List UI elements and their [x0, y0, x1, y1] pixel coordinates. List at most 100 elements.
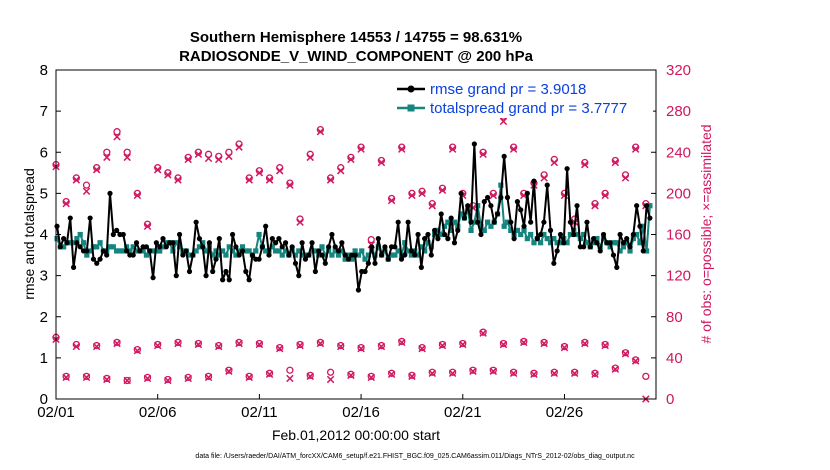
spread-point: [282, 248, 289, 254]
spread-point: [441, 223, 448, 229]
obs-assimilated-stroke: [479, 150, 487, 159]
obs-assimilated-stroke: [570, 369, 579, 378]
spread-point: [127, 248, 133, 254]
obs-possible-marker: [215, 341, 223, 350]
rmse-point: [504, 194, 511, 201]
rmse-point: [475, 219, 481, 225]
spread-point: [624, 240, 630, 246]
obs-possible-marker: [133, 345, 142, 354]
obs-assimilated-stroke: [62, 199, 70, 208]
obs-assimilated-stroke: [194, 150, 203, 159]
rmse-point: [412, 252, 418, 258]
spread-point: [342, 256, 348, 262]
obs-assimilated-marker: [337, 167, 345, 175]
obs-assimilated-marker: [235, 143, 243, 151]
spread-point: [186, 252, 193, 258]
y2-tick-label: 40: [666, 350, 683, 367]
obs-possible-marker: [235, 338, 243, 347]
obs-possible-marker: [489, 366, 497, 374]
spread-point: [216, 252, 222, 258]
obs-assimilated-marker: [540, 339, 548, 348]
spread-point: [196, 244, 203, 250]
rmse-series: [54, 141, 653, 293]
rmse-point: [133, 240, 140, 246]
spread-point: [620, 244, 627, 250]
obs-assimilated-stroke: [286, 374, 294, 383]
x-tick-label: 02/01: [37, 404, 75, 421]
spread-point: [233, 252, 239, 258]
spread-point: [584, 240, 590, 246]
obs-possible-marker: [62, 372, 70, 381]
x-axis: 02/01 02/06 02/11 02/16 02/21 02/26: [37, 394, 583, 421]
obs-assimilated-marker: [499, 117, 508, 126]
obs-assimilated-stroke: [113, 133, 121, 141]
obs-assimilated-marker: [438, 341, 447, 350]
spread-point: [607, 244, 613, 250]
spread-point: [110, 244, 116, 250]
rmse-point: [160, 236, 166, 242]
spread-point: [481, 227, 487, 233]
spread-point: [193, 248, 199, 254]
obs-possible-marker: [601, 340, 609, 349]
rmse-point: [491, 219, 497, 225]
rmse-point: [286, 252, 292, 258]
spread-point: [425, 240, 431, 246]
obs-assimilated-marker: [174, 176, 182, 184]
spread-point: [590, 240, 597, 246]
rmse-point: [600, 231, 607, 238]
spread-point: [392, 252, 398, 258]
obs-assimilated-marker: [509, 145, 518, 153]
obs-assimilated-marker: [337, 342, 345, 351]
obs-assimilated-marker: [92, 342, 101, 351]
obs-assimilated-marker: [326, 176, 335, 184]
obs-assimilated-stroke: [245, 176, 253, 184]
spread-point: [508, 227, 514, 233]
obs-assimilated-stroke: [499, 117, 508, 126]
rmse-point: [100, 248, 106, 254]
spread-point: [335, 252, 342, 258]
rmse-point: [236, 252, 242, 258]
rmse-point: [107, 190, 113, 196]
obs-possible-marker: [581, 338, 589, 347]
spread-point: [362, 256, 368, 262]
obs-possible-marker: [438, 340, 447, 349]
rmse-point: [425, 231, 431, 238]
obs-possible-marker: [123, 148, 131, 156]
spread-point: [617, 248, 623, 254]
rmse-point: [332, 244, 338, 250]
obs-assimilated-marker: [255, 340, 264, 349]
spread-point: [143, 252, 150, 258]
spread-point: [518, 231, 524, 238]
rmse-point: [590, 236, 597, 242]
obs-assimilated-marker: [631, 357, 640, 365]
obs-assimilated-stroke: [489, 367, 498, 375]
obs-assimilated-marker: [113, 339, 121, 348]
spread-point: [365, 252, 371, 258]
rmse-point: [282, 240, 289, 246]
y-axis-left: 0 1 2 3 4 5 6 7 8: [40, 62, 61, 408]
spread-point: [239, 244, 246, 250]
obs-assimilated-stroke: [72, 176, 81, 184]
rmse-point: [276, 236, 282, 242]
obs-assimilated-stroke: [631, 145, 640, 153]
rmse-point: [524, 190, 530, 196]
obs-assimilated-stroke: [194, 340, 203, 349]
rmse-point: [557, 231, 564, 238]
obs-assimilated-stroke: [286, 181, 294, 189]
rmse-point: [97, 256, 103, 262]
x-axis-label: Feb.01,2012 00:00:00 start: [272, 427, 440, 443]
rmse-point: [147, 248, 153, 254]
obs-assimilated-marker: [601, 191, 609, 200]
y2-axis-label: # of obs: o=possible; ×=assimilated: [698, 124, 714, 343]
rmse-point: [428, 252, 434, 258]
spread-point: [557, 240, 564, 246]
rmse-point: [57, 244, 63, 250]
rmse-point: [643, 203, 650, 209]
rmse-point: [541, 219, 547, 225]
y2-tick-label: 120: [666, 268, 691, 285]
obs-possible-marker: [276, 343, 284, 352]
obs-assimilated-marker: [530, 370, 538, 379]
obs-assimilated-marker: [479, 329, 487, 337]
rmse-point: [624, 236, 630, 242]
obs-assimilated-marker: [398, 338, 406, 347]
